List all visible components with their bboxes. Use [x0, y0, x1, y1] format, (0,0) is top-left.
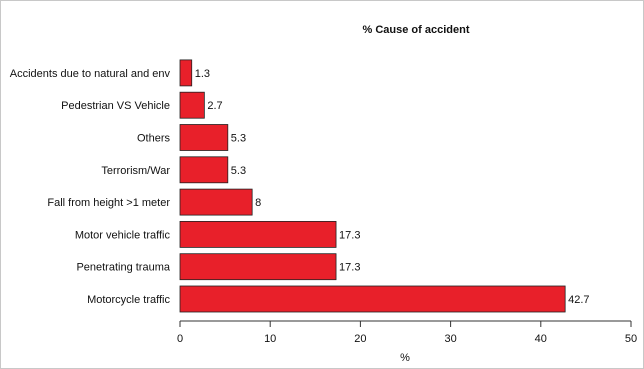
value-label-penetrating-trauma: 17.3 [339, 262, 360, 274]
category-label-penetrating-trauma: Penetrating trauma [76, 262, 170, 274]
bar-pedestrian-vs-vehicle [179, 91, 205, 119]
category-label-terrorism-war: Terrorism/War [101, 165, 170, 177]
bar-motor-vehicle-traffic [179, 220, 337, 248]
category-label-motor-vehicle-traffic: Motor vehicle traffic [75, 229, 171, 241]
value-label-fall-from-height-1-meter: 8 [255, 197, 261, 209]
x-axis-title: % [400, 352, 410, 364]
value-label-motor-vehicle-traffic: 17.3 [339, 229, 360, 241]
category-label-others: Others [137, 133, 171, 145]
category-label-motorcycle-traffic: Motorcycle traffic [87, 294, 170, 306]
value-label-terrorism-war: 5.3 [231, 165, 246, 177]
x-tick-label-30: 30 [444, 333, 456, 345]
value-label-pedestrian-vs-vehicle: 2.7 [207, 100, 222, 112]
category-label-accidents-due-to-natural-and-env: Accidents due to natural and env [10, 68, 171, 80]
value-label-accidents-due-to-natural-and-env: 1.3 [195, 68, 210, 80]
bar-penetrating-trauma [179, 253, 337, 281]
x-tick-label-50: 50 [625, 333, 637, 345]
bar-others [179, 124, 229, 151]
bars-layer: Motorcycle traffic 42.7 Penetrating trauma… [10, 59, 590, 313]
x-tick-label-40: 40 [535, 333, 547, 345]
bar-fall-from-height-1-meter [179, 188, 253, 216]
x-tick-label-0: 0 [177, 333, 183, 345]
chart-title: % Cause of accident [363, 24, 470, 36]
value-label-motorcycle-traffic: 42.7 [568, 294, 589, 306]
category-label-fall-from-height-1-meter: Fall from height >1 meter [47, 197, 170, 209]
x-axis: 0 10 20 30 40 50 [177, 320, 637, 345]
bar-accidents-due-to-natural-and-env [179, 59, 193, 87]
x-tick-label-10: 10 [264, 333, 276, 345]
value-label-others: 5.3 [231, 133, 246, 145]
x-tick-label-20: 20 [354, 333, 366, 345]
category-label-pedestrian-vs-vehicle: Pedestrian VS Vehicle [61, 100, 170, 112]
bar-terrorism-war [179, 156, 229, 184]
bar-motorcycle-traffic [179, 285, 566, 313]
